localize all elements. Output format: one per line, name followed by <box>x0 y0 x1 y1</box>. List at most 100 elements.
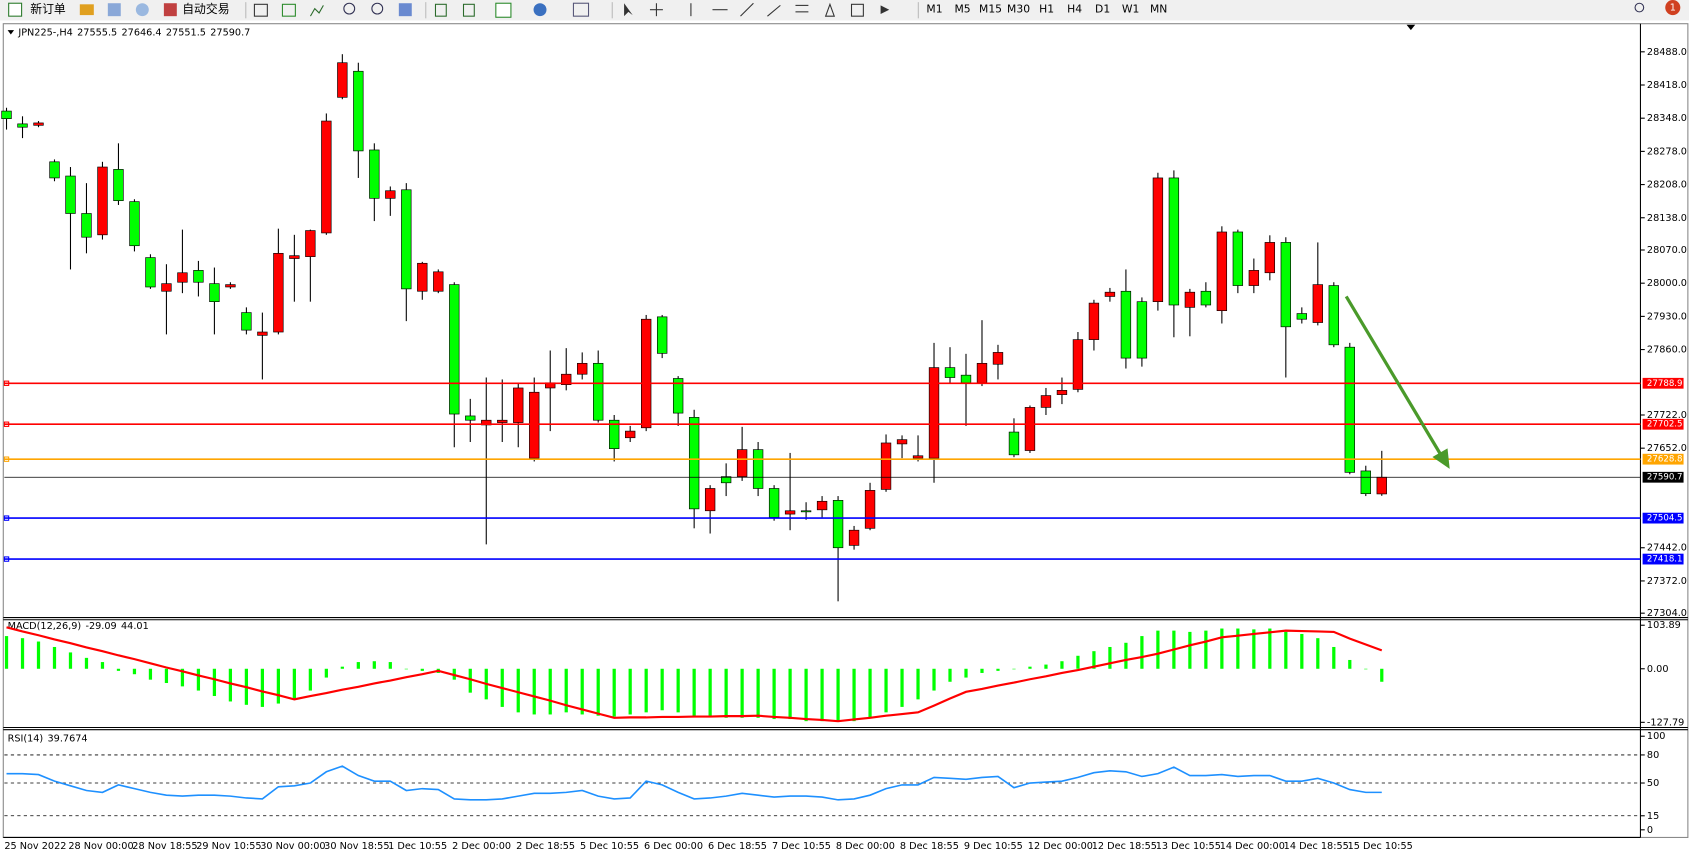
scroll-icon[interactable] <box>434 3 447 17</box>
line-icon[interactable] <box>309 5 324 17</box>
macd-bar <box>116 668 121 671</box>
tile-icon[interactable] <box>398 3 412 17</box>
icon[interactable] <box>79 4 94 16</box>
macd-bar <box>100 662 105 669</box>
auto-trading-button[interactable]: 自动交易 <box>182 2 229 16</box>
label-icon[interactable] <box>850 3 864 17</box>
new-order-icon[interactable] <box>8 2 23 17</box>
candle-body <box>912 455 924 459</box>
trendline-icon[interactable] <box>740 2 754 17</box>
candle-body <box>1280 242 1292 328</box>
x-tick-label: 6 Dec 00:00 <box>644 841 703 852</box>
auto-trading-icon[interactable] <box>163 3 177 17</box>
candle-body <box>656 316 668 354</box>
macd-bar <box>52 646 57 669</box>
candle-body <box>433 271 444 292</box>
zoom-in-icon[interactable] <box>343 2 356 15</box>
icon[interactable] <box>107 3 121 17</box>
candle-body <box>241 312 252 331</box>
candle-body <box>65 175 76 214</box>
macd-bar <box>1108 646 1112 669</box>
macd-bar <box>1348 659 1352 669</box>
timeframe-button[interactable]: H4 <box>1067 3 1082 16</box>
candle-body <box>257 331 268 336</box>
y-tick-label: 28348.0 <box>1647 113 1687 124</box>
price-level-label: 27504.5 <box>1647 514 1683 524</box>
zoom-out-icon[interactable] <box>371 2 384 15</box>
macd-bar <box>4 636 9 669</box>
y-tick-label: 28138.0 <box>1647 213 1687 224</box>
macd-bar <box>212 668 217 697</box>
price-level-label: 27702.5 <box>1647 420 1683 430</box>
cursor-icon[interactable] <box>624 3 633 17</box>
macd-bar <box>372 661 376 669</box>
search-icon[interactable] <box>1634 2 1645 13</box>
macd-bar <box>1204 630 1208 669</box>
price-level-marker <box>3 380 10 386</box>
macd-bar <box>180 668 185 687</box>
bar-chart-icon[interactable] <box>253 3 268 17</box>
x-tick-label: 28 Nov 18:55 <box>132 841 197 852</box>
macd-bar <box>1044 664 1048 669</box>
text-icon[interactable] <box>824 2 836 17</box>
candle-body <box>1248 270 1260 286</box>
macd-bar <box>644 668 648 713</box>
low: 27551.5 <box>166 27 206 38</box>
candle-icon[interactable] <box>281 3 296 17</box>
annotation-arrow <box>1344 295 1444 458</box>
candle-body <box>129 201 140 247</box>
macd-bar <box>1332 646 1336 669</box>
candle-body <box>145 257 156 288</box>
y-tick-label: -127.79 <box>1647 717 1684 728</box>
y-tick-label: 0 <box>1647 825 1653 836</box>
macd-bar <box>276 668 280 704</box>
macd-bar <box>1124 642 1128 669</box>
notification-badge[interactable] <box>1665 0 1681 16</box>
y-tick-label: 27860.0 <box>1647 345 1687 356</box>
timeframe-button[interactable]: D1 <box>1095 3 1110 16</box>
new-order-button[interactable]: 新订单 <box>30 2 66 16</box>
macd-bar <box>980 668 984 673</box>
candle-body <box>1008 431 1020 456</box>
macd-bar <box>1252 629 1256 669</box>
timeframe-button[interactable]: M5 <box>954 3 970 16</box>
annotation-arrowhead <box>1432 448 1450 469</box>
candle-body <box>289 255 300 259</box>
macd-bar <box>468 668 472 693</box>
indicator-icon[interactable] <box>495 2 512 18</box>
macd-bar <box>724 668 728 718</box>
timeframe-button[interactable]: M1 <box>926 3 942 16</box>
macd-bar <box>36 641 41 669</box>
candle-body <box>593 362 604 421</box>
timeframe-button[interactable]: M15 <box>979 3 1002 16</box>
macd-bar <box>516 668 520 713</box>
candle-body <box>497 419 508 423</box>
period-icon[interactable] <box>533 3 547 17</box>
candle-body <box>1168 177 1180 306</box>
macd-value: -29.09 <box>85 621 116 632</box>
macd-bar <box>852 668 856 722</box>
shift-icon[interactable] <box>462 3 475 17</box>
timeframe-button[interactable]: MN <box>1150 3 1167 16</box>
candle-body <box>609 419 620 449</box>
candle-body <box>17 123 28 128</box>
y-tick-label: 27372.0 <box>1647 576 1687 587</box>
x-tick-label: 12 Dec 00:00 <box>1028 841 1093 852</box>
macd-header: MACD(12,26,9) -29.09 44.01 <box>8 621 149 632</box>
timeframe-button[interactable]: W1 <box>1122 3 1140 16</box>
timeframe-button[interactable]: M30 <box>1007 3 1030 16</box>
close: 27590.7 <box>210 27 250 38</box>
arrows-icon[interactable] <box>880 5 890 15</box>
symbol-header: JPN225-,H4 27555.5 27646.4 27551.5 27590.7 <box>17 27 250 38</box>
toolbar-bg <box>0 0 1689 21</box>
x-tick-label: 6 Dec 18:55 <box>708 841 767 852</box>
macd-bar <box>1140 636 1144 669</box>
icon[interactable] <box>135 3 149 17</box>
template-icon[interactable] <box>572 2 590 17</box>
timeframe-button[interactable]: H1 <box>1039 3 1054 16</box>
candle-body <box>1216 231 1228 312</box>
macd-bar <box>1268 628 1272 669</box>
channel-icon[interactable] <box>767 4 781 17</box>
notification-count: 1 <box>1670 3 1676 14</box>
